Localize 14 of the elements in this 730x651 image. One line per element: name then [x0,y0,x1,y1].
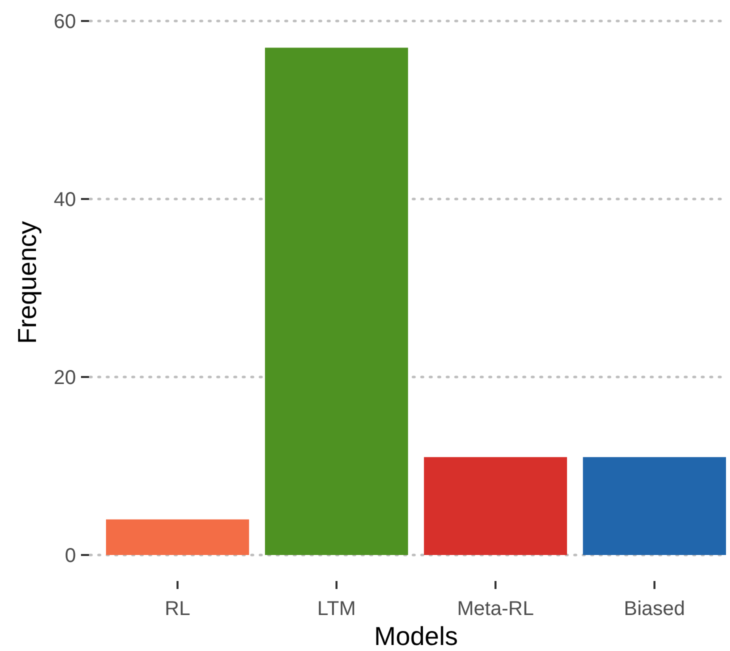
y-tick-label: 60 [54,11,76,33]
x-tick-label: LTM [317,598,356,620]
y-tick-label: 20 [54,367,76,389]
y-tick-label: 0 [64,545,76,567]
bar [264,48,408,555]
y-tick-label: 40 [54,189,76,211]
x-axis-title: Models [374,621,458,651]
bar [424,457,568,555]
x-tick-label: Meta-RL [457,598,534,620]
bar [106,519,250,555]
x-tick-label: RL [164,598,190,620]
y-axis-title: Frequency [12,221,42,344]
x-tick-label: Biased [624,598,686,620]
bar [582,457,726,555]
